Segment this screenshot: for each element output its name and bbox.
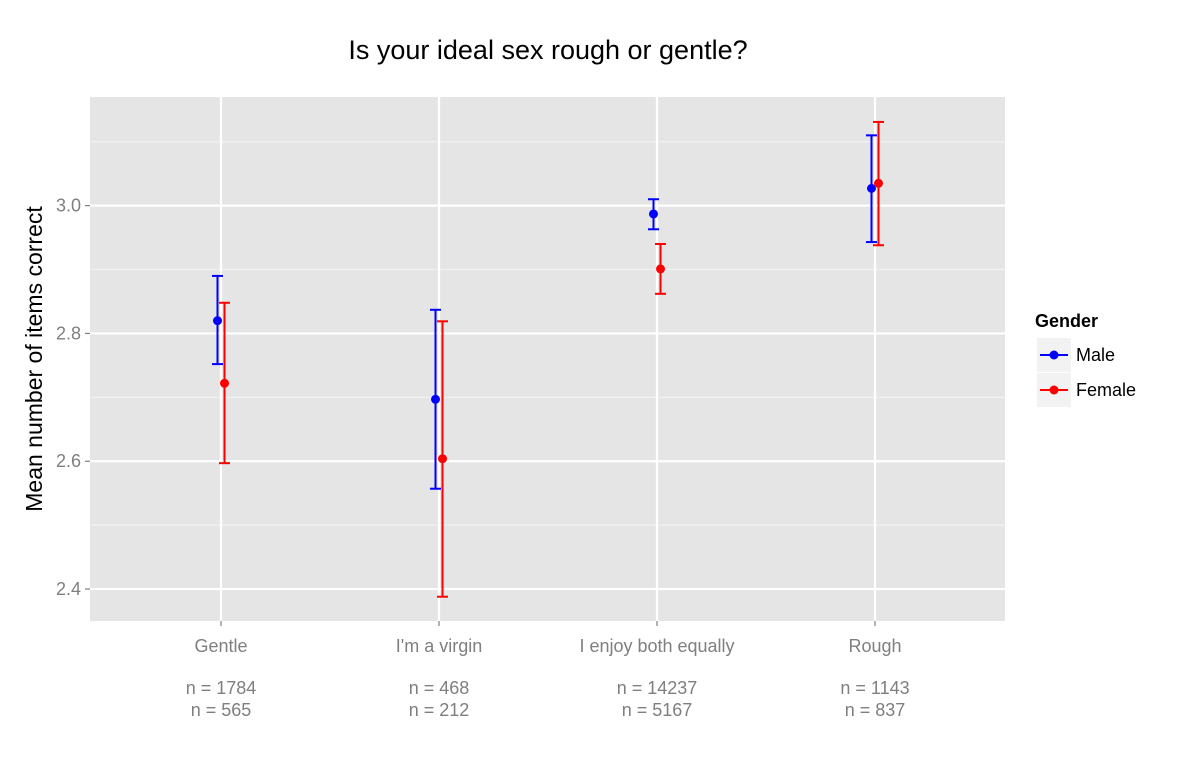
legend: Gender Male Female	[1035, 311, 1136, 407]
x-tick-label: Gentle	[194, 636, 247, 656]
n-label-female: n = 565	[191, 700, 252, 720]
legend-label-female: Female	[1076, 380, 1136, 400]
n-label-female: n = 837	[845, 700, 906, 720]
legend-point-female	[1049, 385, 1059, 395]
legend-label-male: Male	[1076, 345, 1115, 365]
n-label-female: n = 212	[409, 700, 470, 720]
x-tick-label: I'm a virgin	[396, 636, 482, 656]
point-male	[431, 394, 440, 404]
point-male	[649, 209, 658, 219]
chart-title: Is your ideal sex rough or gentle?	[348, 35, 747, 65]
point-female	[220, 378, 229, 388]
y-tick-label: 2.8	[56, 323, 81, 343]
point-male	[867, 183, 876, 193]
y-tick-label: 3.0	[56, 196, 81, 216]
legend-title: Gender	[1035, 311, 1098, 331]
data-marks	[212, 120, 884, 598]
legend-point-male	[1049, 350, 1059, 360]
n-label-male: n = 14237	[617, 678, 698, 698]
n-label-male: n = 1784	[186, 678, 257, 698]
point-female	[438, 454, 447, 464]
point-male	[213, 316, 222, 326]
point-female	[656, 264, 665, 274]
n-label-female: n = 5167	[622, 700, 693, 720]
point-female	[874, 178, 883, 188]
y-tick-label: 2.6	[56, 451, 81, 471]
n-label-male: n = 468	[409, 678, 470, 698]
y-axis-title: Mean number of items correct	[21, 206, 47, 512]
n-label-male: n = 1143	[840, 678, 909, 698]
x-tick-label: Rough	[848, 636, 901, 656]
x-tick-label: I enjoy both equally	[579, 636, 734, 656]
plot-panel	[90, 97, 1005, 621]
y-tick-label: 2.4	[56, 579, 81, 599]
